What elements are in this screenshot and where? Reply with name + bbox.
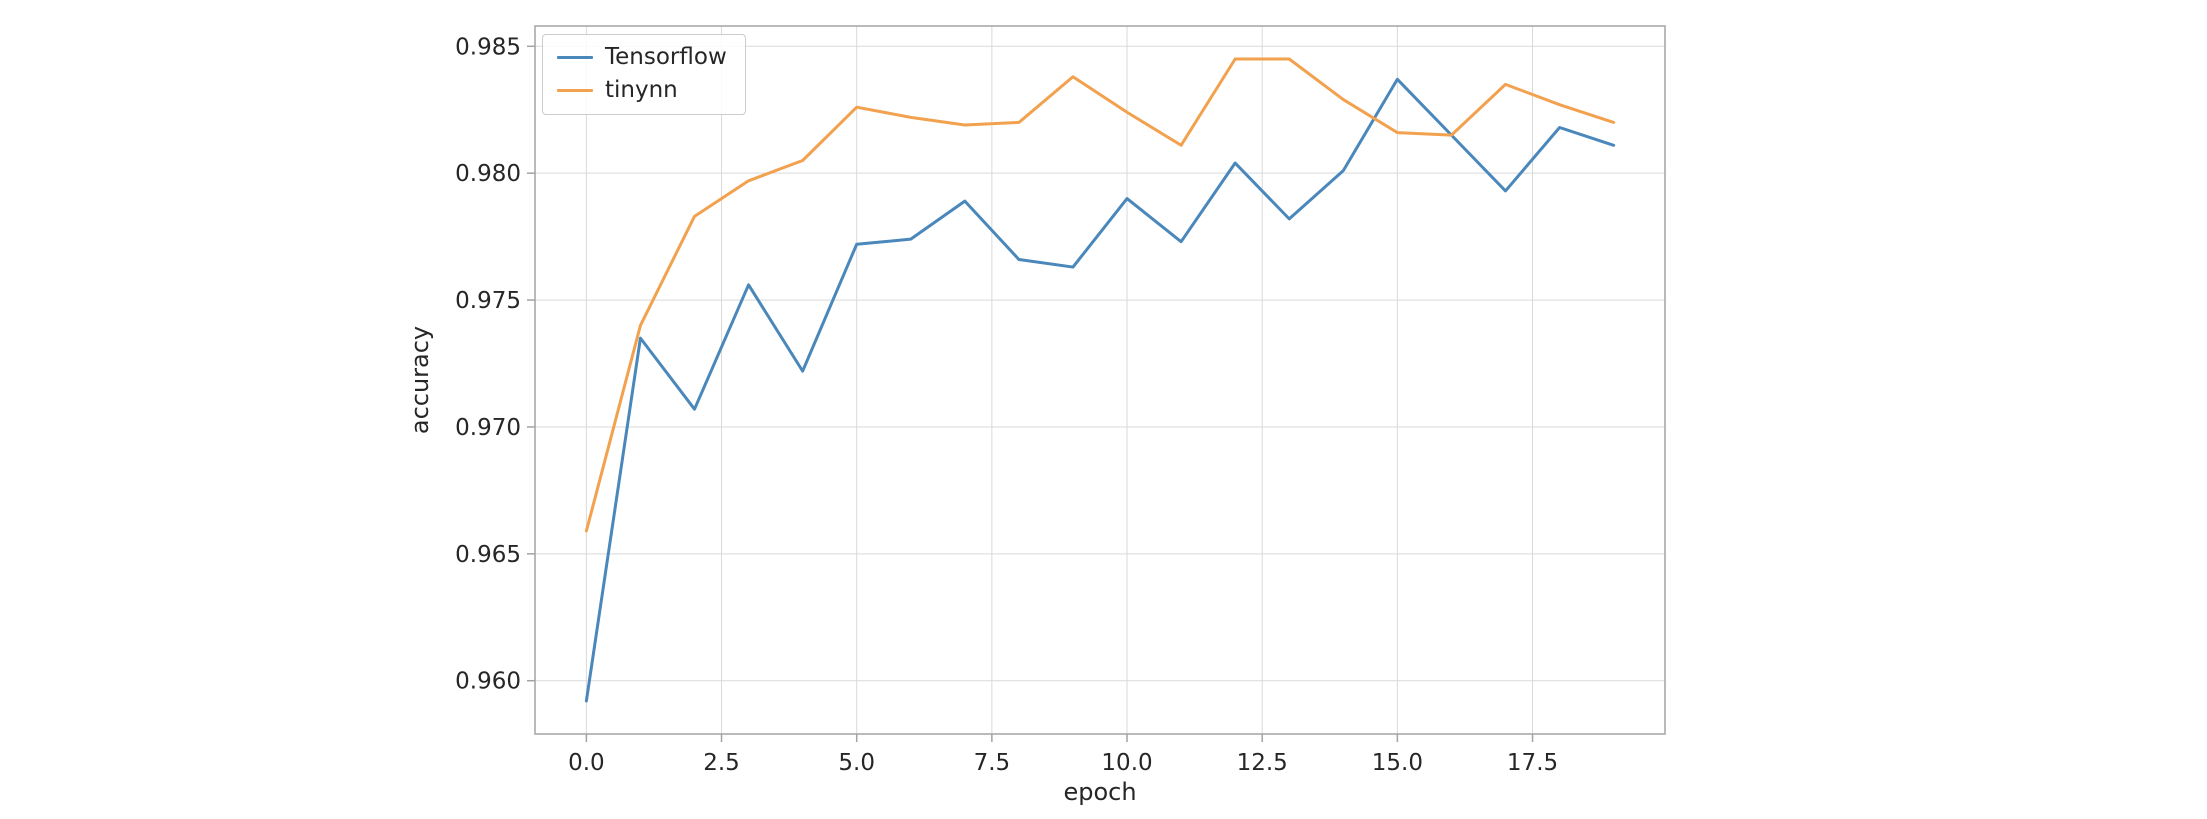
y-tick-label: 0.960 [455,669,521,695]
y-tick-label: 0.970 [455,415,521,441]
x-tick-label: 10.0 [1101,750,1152,776]
x-tick-label: 5.0 [838,750,875,776]
legend-label-tinynn: tinynn [605,77,678,104]
legend-item-tensorflow: Tensorflow [557,44,727,70]
series-line-tensorflow [584,77,1616,703]
series-line-tinynn [584,57,1616,533]
x-tick-label: 7.5 [974,750,1011,776]
x-tick-label: 15.0 [1372,750,1423,776]
x-tick-label: 12.5 [1237,750,1288,776]
data-layer [584,57,1616,703]
line-chart-figure: 0.0 2.5 5.0 7.5 10.0 12.5 15.0 17.5 0.960 0.965 0.… [390,14,1710,806]
y-tick-label: 0.985 [455,34,521,60]
legend-swatch-1 [557,89,593,93]
legend-swatch-0 [557,56,593,60]
x-axis-label: epoch [1063,778,1136,806]
line-chart-canvas: 0.0 2.5 5.0 7.5 10.0 12.5 15.0 17.5 0.960 0.965 0.… [406,25,1666,806]
legend-label-tensorflow: Tensorflow [605,44,727,70]
y-tick-label: 0.975 [455,288,521,314]
axis-layer: 0.0 2.5 5.0 7.5 10.0 12.5 15.0 17.5 0.960 0.965 0.… [455,25,1666,776]
y-tick-label: 0.965 [455,542,521,568]
x-tick-label: 0.0 [568,750,605,776]
x-tick-label: 17.5 [1507,750,1558,776]
legend-item-tinynn: tinynn [557,77,727,104]
y-tick-label: 0.980 [455,161,521,187]
x-tick-label: 2.5 [703,750,740,776]
grid-layer [535,26,1665,734]
axes-box [534,25,1666,735]
y-axis-label: accuracy [406,326,434,434]
legend: Tensorflow tinynn [542,34,746,115]
